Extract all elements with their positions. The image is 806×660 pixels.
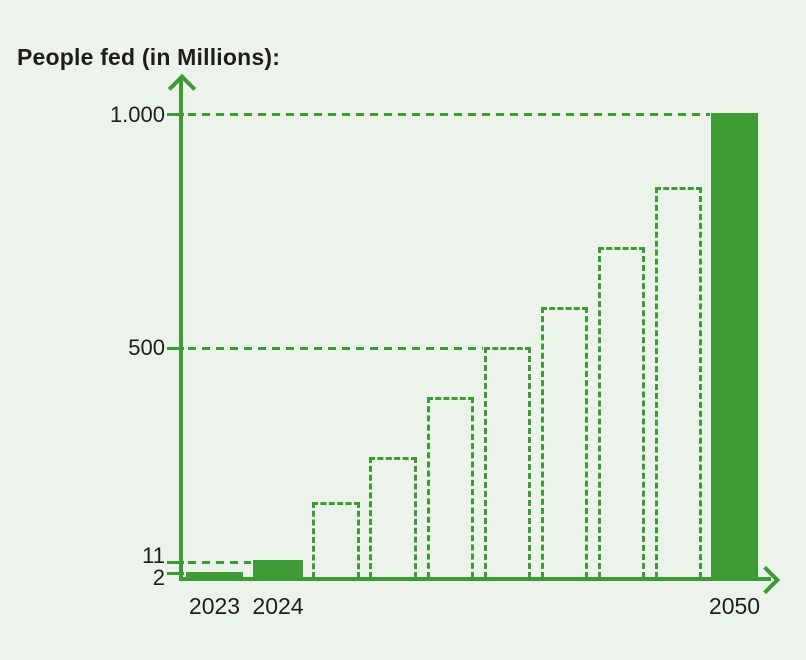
bar-2023 [186, 572, 243, 578]
y-tick-1000 [167, 113, 184, 116]
y-axis-label-1000: 1.000 [109, 102, 165, 127]
bar-projected [312, 502, 360, 578]
dashed-ref-line-11 [188, 561, 251, 564]
y-axis-line [179, 78, 183, 581]
bar-projected [541, 307, 588, 578]
bar-projected [484, 347, 531, 578]
chart-title: People fed (in Millions): [17, 44, 281, 70]
bar-projected [427, 397, 474, 578]
y-axis-label-2: 2 [152, 565, 165, 590]
y-axis-label-11: 11 [142, 543, 165, 568]
y-tick-500 [167, 347, 184, 350]
y-axis-label-500: 500 [128, 335, 165, 360]
y-axis-arrow-icon [167, 73, 197, 103]
y-tick-11 [167, 561, 184, 564]
bar-2024 [253, 560, 303, 578]
bar-projected [655, 187, 702, 578]
x-axis-line [179, 577, 771, 581]
x-axis-label-2050: 2050 [708, 593, 761, 619]
dashed-ref-line-1000 [188, 113, 710, 116]
bar-projected [598, 247, 645, 578]
dashed-ref-line-500 [188, 347, 483, 350]
y-tick-2 [167, 572, 184, 575]
bar-projected [369, 457, 417, 578]
x-axis-label-2024: 2024 [252, 593, 304, 619]
bar-2050 [711, 113, 758, 578]
x-axis-label-2023: 2023 [188, 593, 241, 619]
